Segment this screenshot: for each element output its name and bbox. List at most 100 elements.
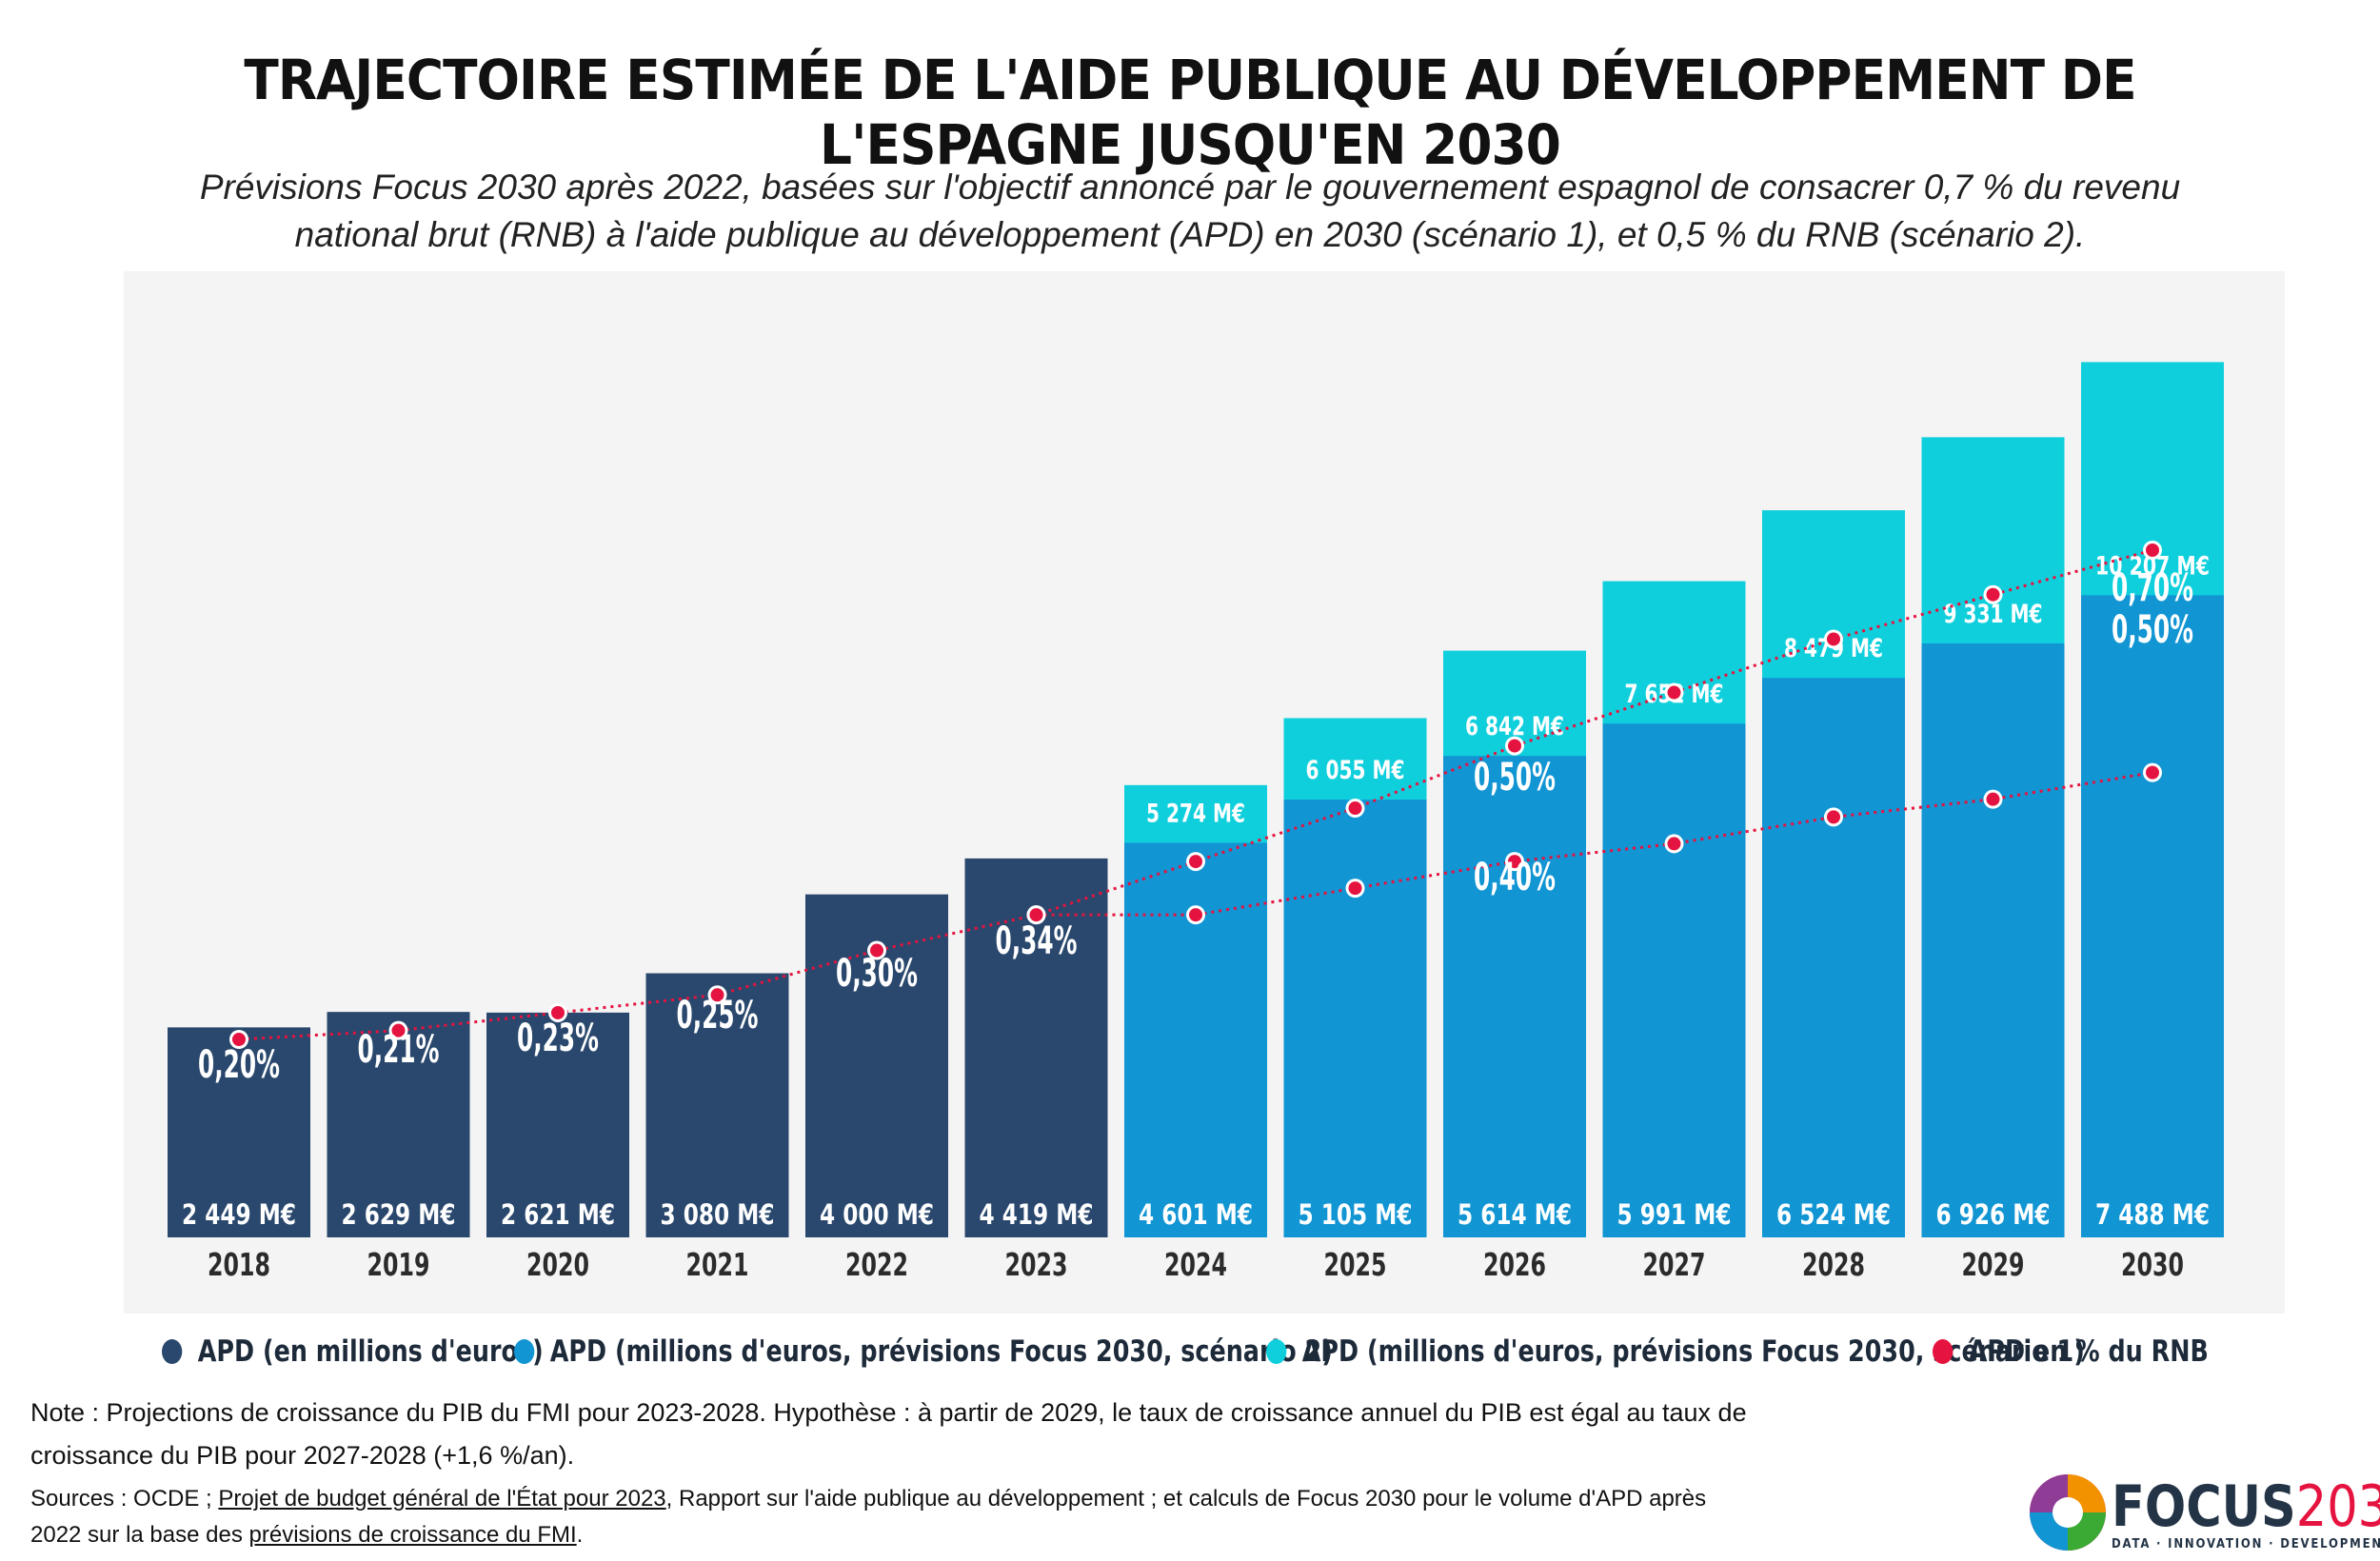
subtitle-line-2: national brut (RNB) à l'aide publique au…	[294, 215, 2086, 254]
bar-value-label-2018: 2 449 M€	[182, 1198, 296, 1231]
focus2030-logo: FOCUS2030 DATA · INNOVATION · DEVELOPMEN…	[2028, 1471, 2380, 1556]
bar-value-label-2030: 7 488 M€	[2095, 1198, 2210, 1231]
legend-item-scenario2: APD (millions d'euros, prévisions Focus …	[514, 1328, 1333, 1375]
x-tick-2026: 2026	[1483, 1246, 1546, 1283]
chart-subtitle: Prévisions Focus 2030 après 2022, basées…	[143, 164, 2237, 259]
bar-historical-2018	[168, 1027, 310, 1237]
pct-point-2026	[1508, 739, 1521, 753]
legend-label-scenario1: APD (millions d'euros, prévisions Focus …	[1301, 1334, 2085, 1369]
legend-item-scenario1: APD (millions d'euros, prévisions Focus …	[1266, 1328, 2085, 1375]
x-tick-2028: 2028	[1802, 1246, 1865, 1283]
legend-label-historical: APD (en millions d'euros)	[197, 1334, 544, 1369]
logo-aperture-icon	[2030, 1474, 2106, 1551]
pct-label-2018-0: 0,20%	[198, 1043, 280, 1087]
pct-point-2021	[710, 988, 724, 1002]
bar-value-label-2020: 2 621 M€	[501, 1198, 615, 1231]
pct-point-2026	[1508, 855, 1521, 869]
bar-scenario2-2028	[1762, 678, 1905, 1237]
pct-point-2019	[391, 1023, 406, 1037]
bar-scenario1-label-2024: 5 274 M€	[1146, 799, 1245, 828]
pct-point-2025	[1348, 801, 1362, 816]
pct-label-2026-7: 0,40%	[1474, 856, 1556, 899]
sources-suffix: .	[576, 1522, 584, 1548]
pct-label-2020-2: 0,23%	[517, 1017, 599, 1060]
sources-link-budget[interactable]: Projet de budget général de l'État pour …	[218, 1486, 666, 1512]
sources-prefix: Sources : OCDE ;	[30, 1486, 219, 1512]
x-tick-2022: 2022	[845, 1246, 908, 1283]
legend-swatch-pct	[1933, 1339, 1954, 1364]
legend-label-pct: APD en % du RNB	[1968, 1334, 2209, 1369]
pct-point-2020	[551, 1005, 565, 1019]
pct-label-2030-9: 0,50%	[2112, 608, 2193, 652]
bar-scenario1-label-2025: 6 055 M€	[1306, 756, 1405, 785]
pct-point-2030	[2146, 543, 2159, 557]
pct-point-2022	[870, 943, 883, 958]
logo-tagline: DATA · INNOVATION · DEVELOPMENT	[2112, 1537, 2380, 1551]
bar-historical-2019	[327, 1012, 470, 1237]
bar-value-label-2026: 5 614 M€	[1458, 1198, 1572, 1231]
legend: APD (en millions d'euros) APD (millions …	[162, 1328, 2351, 1375]
pct-point-2023	[1029, 908, 1043, 922]
bar-value-label-2027: 5 991 M€	[1617, 1198, 1732, 1231]
pct-point-2024	[1189, 908, 1202, 922]
legend-label-scenario2: APD (millions d'euros, prévisions Focus …	[549, 1334, 1333, 1369]
pct-point-2018	[232, 1033, 246, 1046]
pct-point-2027	[1667, 685, 1681, 700]
pct-point-2027	[1667, 837, 1681, 851]
x-tick-2029: 2029	[1962, 1246, 2025, 1283]
bar-scenario2-2026	[1443, 756, 1586, 1237]
bar-historical-2021	[645, 973, 789, 1237]
legend-item-pct: APD en % du RNB	[1933, 1328, 2209, 1375]
bar-value-label-2019: 2 629 M€	[342, 1198, 456, 1231]
x-tick-2018: 2018	[208, 1246, 270, 1283]
bar-historical-2020	[486, 1012, 629, 1237]
pct-label-2022-4: 0,30%	[836, 952, 918, 996]
footnote: Note : Projections de croissance du PIB …	[30, 1398, 1747, 1470]
x-tick-2023: 2023	[1005, 1246, 1068, 1283]
bar-scenario2-2024	[1124, 842, 1267, 1237]
pct-label-2030-8: 0,70%	[2112, 566, 2193, 610]
x-tick-2020: 2020	[526, 1246, 589, 1283]
pct-label-2019-1: 0,21%	[358, 1028, 440, 1072]
pct-label-2021-3: 0,25%	[677, 994, 759, 1037]
logo-word-focus: FOCUS	[2112, 1473, 2296, 1540]
bar-value-label-2024: 4 601 M€	[1139, 1198, 1253, 1231]
pct-point-2030	[2146, 765, 2159, 780]
x-tick-2030: 2030	[2121, 1246, 2184, 1283]
pct-line-scenario2	[1036, 771, 2153, 917]
legend-swatch-scenario2	[514, 1339, 535, 1364]
bar-scenario2-2029	[1921, 643, 2065, 1237]
sources-middle: , Rapport sur l'aide publique au dévelop…	[30, 1486, 1707, 1548]
legend-swatch-historical	[162, 1339, 183, 1364]
legend-item-historical: APD (en millions d'euros)	[162, 1328, 544, 1375]
x-tick-2019: 2019	[367, 1246, 430, 1283]
sources-link-imf[interactable]: prévisions de croissance du FMI	[248, 1522, 577, 1548]
bar-value-label-2022: 4 000 M€	[820, 1198, 934, 1231]
pct-point-2029	[1986, 792, 2000, 806]
pct-point-2028	[1827, 632, 1840, 646]
bar-value-label-2025: 5 105 M€	[1299, 1198, 1413, 1231]
sources: Sources : OCDE ; Projet de budget généra…	[30, 1481, 1763, 1553]
pct-label-2026-6: 0,50%	[1474, 756, 1556, 800]
pct-point-2029	[1986, 587, 2000, 602]
bar-value-label-2021: 3 080 M€	[661, 1198, 775, 1231]
x-tick-2021: 2021	[686, 1246, 749, 1283]
legend-swatch-scenario1	[1266, 1339, 1287, 1364]
subtitle-line-1: Prévisions Focus 2030 après 2022, basées…	[199, 168, 2181, 207]
pct-label-2023-5: 0,34%	[996, 919, 1078, 963]
bar-value-label-2023: 4 419 M€	[980, 1198, 1094, 1231]
logo-word-2030: 2030	[2295, 1473, 2380, 1540]
pct-point-2024	[1189, 855, 1202, 869]
pct-point-2025	[1348, 881, 1362, 896]
bar-scenario2-2027	[1602, 723, 1746, 1237]
x-tick-2024: 2024	[1164, 1246, 1227, 1283]
x-tick-2025: 2025	[1324, 1246, 1387, 1283]
pct-point-2028	[1827, 810, 1840, 824]
chart-title: TRAJECTOIRE ESTIMÉE DE L'AIDE PUBLIQUE A…	[244, 48, 2136, 177]
bar-value-label-2029: 6 926 M€	[1936, 1198, 2051, 1231]
bar-scenario2-2030	[2081, 595, 2224, 1237]
bar-value-label-2028: 6 524 M€	[1776, 1198, 1891, 1231]
logo-wordmark: FOCUS2030	[2112, 1478, 2380, 1535]
x-tick-2027: 2027	[1643, 1246, 1706, 1283]
